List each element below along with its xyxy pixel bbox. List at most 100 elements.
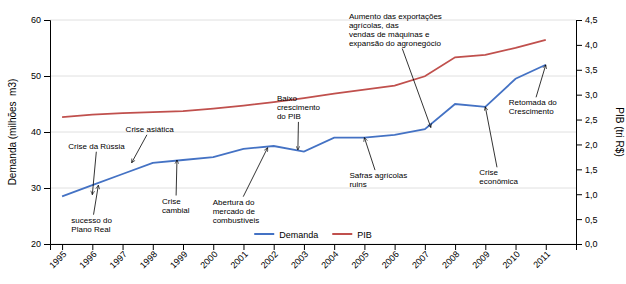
legend-item: Demanda — [254, 230, 318, 240]
tick-mark — [576, 219, 582, 220]
tick-label: 2008 — [440, 249, 461, 270]
tick-label: 2007 — [410, 249, 431, 270]
annotation-arrow — [132, 135, 147, 163]
tick-mark — [576, 70, 582, 71]
tick-label: 1995 — [47, 249, 68, 270]
tick-mark — [92, 244, 93, 250]
tick-mark — [334, 244, 335, 250]
annotation: Crise da Rússia — [68, 142, 125, 151]
tick: 1996 — [77, 244, 98, 270]
tick-label: 1996 — [77, 249, 98, 270]
tick: 0,0 — [576, 239, 598, 249]
chart: 1995199619971998199920002001200220032004… — [0, 0, 626, 284]
grid — [50, 20, 576, 244]
y-axis: 20 30 40 50 60 — [31, 15, 51, 249]
tick: 2005 — [350, 244, 371, 270]
tick-label: 50 — [31, 71, 41, 81]
tick-label: 2009 — [470, 249, 491, 270]
tick: 40 — [31, 127, 50, 137]
annotation-arrow — [536, 65, 546, 98]
annotation-arrow — [297, 122, 299, 150]
series-group — [62, 40, 546, 196]
tick-mark — [44, 244, 50, 245]
tick: 1995 — [47, 244, 68, 270]
legend: Demanda PIB — [254, 230, 372, 240]
y2-axis: 0,0 0,5 1,0 1,5 2,0 2,5 3,0 3,5 4,0 4,5 — [576, 15, 598, 249]
legend-swatch — [254, 233, 274, 235]
tick-mark — [243, 244, 244, 250]
tick-label: 1997 — [108, 249, 129, 270]
tick: 2004 — [319, 244, 340, 270]
tick-mark — [364, 244, 365, 250]
annotation-arrow — [402, 49, 431, 128]
annotation: Criseeconômica — [479, 168, 518, 186]
tick: 1,5 — [576, 165, 598, 175]
tick: 60 — [31, 15, 50, 25]
tick-mark — [44, 20, 50, 21]
x-axis: 1995199619971998199920002001200220032004… — [47, 244, 576, 270]
tick-label: 1,0 — [585, 190, 598, 200]
grid-line — [50, 188, 576, 189]
tick-mark — [576, 45, 582, 46]
tick-label: 2,0 — [585, 140, 598, 150]
tick-mark — [183, 244, 184, 250]
axis-line — [44, 21, 51, 245]
tick: 2002 — [259, 244, 280, 270]
annotation-arrow — [243, 148, 267, 197]
tick-label: 2006 — [380, 249, 401, 270]
tick-label: 2010 — [501, 249, 522, 270]
tick-label: 2005 — [350, 249, 371, 270]
tick: 2009 — [470, 244, 491, 270]
tick: 4,0 — [576, 40, 598, 50]
tick: 2,5 — [576, 115, 598, 125]
tick: 2003 — [289, 244, 310, 270]
annotation: Abertura domercado decombustíveis — [213, 198, 260, 225]
tick-mark — [153, 244, 154, 250]
annotation-arrow — [92, 152, 96, 195]
tick-mark — [576, 120, 582, 121]
annotation: Aumento das exportaçõesagrícolas, dasven… — [349, 12, 442, 48]
tick-mark — [576, 95, 582, 96]
tick-mark — [44, 188, 50, 189]
tick: 20 — [31, 239, 50, 249]
legend-swatch — [332, 233, 352, 235]
tick-mark — [576, 194, 582, 195]
y-axis-title: Demanda (milhões m3) — [7, 79, 18, 186]
tick-mark — [576, 244, 582, 245]
grid-line — [50, 20, 576, 21]
tick-mark — [44, 132, 50, 133]
tick-mark — [44, 76, 50, 77]
tick-label: 40 — [31, 127, 41, 137]
annotation: Retomada doCrescimento — [509, 98, 558, 116]
line — [62, 40, 546, 117]
tick-label: 4,0 — [585, 40, 598, 50]
axis-line — [577, 21, 583, 245]
tick: 2010 — [501, 244, 522, 270]
tick-mark — [274, 244, 275, 250]
tick: 3,0 — [576, 90, 598, 100]
legend-item: PIB — [332, 230, 372, 240]
tick-label: 0,5 — [585, 214, 598, 224]
tick: 2007 — [410, 244, 431, 270]
tick: 2011 — [531, 244, 552, 270]
tick-label: 30 — [31, 183, 41, 193]
tick-mark — [123, 244, 124, 250]
tick-mark — [485, 244, 486, 250]
tick: 2,0 — [576, 140, 598, 150]
tick: 0,5 — [576, 214, 598, 224]
tick-label: 0,0 — [585, 239, 598, 249]
tick-mark — [213, 244, 214, 250]
tick-mark — [304, 244, 305, 250]
tick-label: 3,5 — [585, 65, 598, 75]
tick: 1999 — [168, 244, 189, 270]
tick: 3,5 — [576, 65, 598, 75]
tick-label: 1998 — [138, 249, 159, 270]
tick-label: 1999 — [168, 249, 189, 270]
tick-label: 2011 — [531, 249, 552, 270]
tick-label: 4,5 — [585, 15, 598, 25]
tick: 2000 — [198, 244, 219, 270]
tick-label: 2,5 — [585, 115, 598, 125]
legend-label: PIB — [357, 230, 372, 240]
tick-mark — [455, 244, 456, 250]
annotation-arrow — [176, 160, 178, 196]
